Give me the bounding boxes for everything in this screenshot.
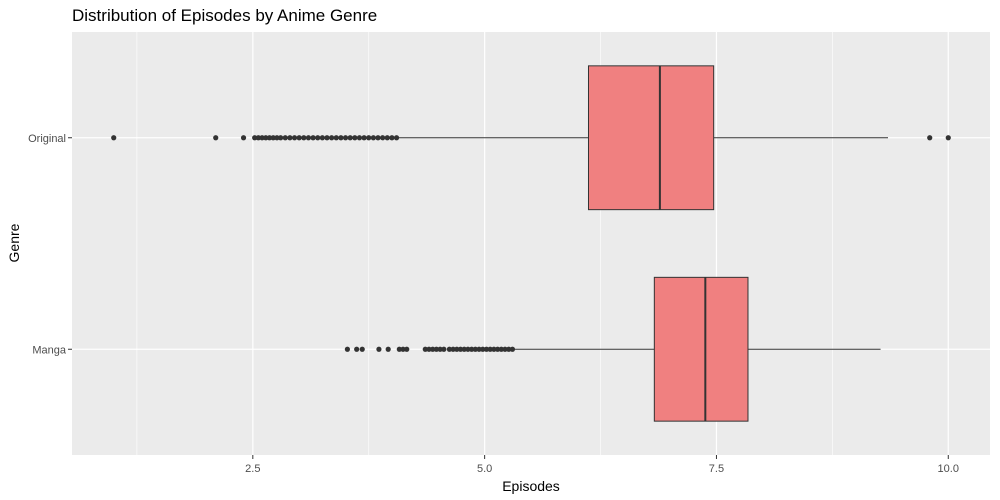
x-tick-label: 5.0 [477,463,492,475]
x-axis-title: Episodes [502,478,560,494]
outlier-point [278,135,284,141]
outlier-point [433,346,440,352]
outlier-point [347,135,353,141]
outlier-point [404,346,410,352]
outlier-point [338,135,344,141]
outlier-point [240,135,247,141]
outlier-point [252,135,258,141]
outlier-point [945,135,951,141]
outlier-point [502,346,508,352]
outlier-point [359,346,365,352]
outlier-point [315,135,321,141]
outlier-point [342,135,349,141]
outlier-point [487,346,493,352]
outlier-point [361,135,367,141]
outlier-point [282,135,288,141]
outlier-point [450,346,456,352]
outlier-point [263,135,269,141]
outlier-point [480,346,486,352]
outlier-point [472,346,478,352]
outlier-point [446,346,452,352]
outlier-point [356,135,363,141]
outlier-point [506,346,512,352]
outlier-point [491,346,497,352]
outlier-point [324,135,330,141]
outlier-point [426,346,432,352]
outlier-point [400,346,406,352]
x-tick-label: 2.5 [245,463,260,475]
outlier-point [291,135,298,141]
outlier-point [927,135,933,141]
outlier-point [370,135,376,141]
outlier-point [476,346,482,352]
outlier-point [333,135,339,141]
outlier-point [441,346,447,352]
outlier-point [266,135,273,141]
outlier-point [454,346,460,352]
outlier-point [375,135,381,141]
outlier-point [457,346,464,352]
plot-panel [72,32,990,455]
outlier-point [465,346,471,352]
outlier-point [305,135,312,141]
box-original [111,65,951,211]
outlier-point [422,346,428,352]
outlier-point [393,135,400,141]
outlier-point [380,135,386,141]
x-tick-label: 7.5 [709,463,724,475]
outlier-point [495,346,501,352]
outlier-point [430,346,436,352]
outlier-point [469,346,475,352]
outlier-point [329,135,335,141]
iqr-box [653,276,749,422]
outlier-point [354,346,360,352]
outlier-point [213,135,219,141]
outlier-point [111,135,117,141]
x-tick-label: 10.0 [938,463,959,475]
y-tick-label: Original [28,133,66,145]
outlier-point [384,135,390,141]
y-axis-title: Genre [6,223,22,262]
outlier-point [498,346,504,352]
outlier-point [274,135,280,141]
outlier-point [385,346,391,352]
box-manga [344,276,881,422]
outlier-point [344,346,350,352]
chart-title: Distribution of Episodes by Anime Genre [72,6,378,25]
outlier-point [437,346,443,352]
outlier-point [366,135,372,141]
outlier-point [270,135,276,141]
iqr-box [587,65,715,211]
outlier-point [396,346,402,352]
outlier-point [259,135,265,141]
outlier-point [296,135,302,141]
outlier-point [319,135,325,141]
y-axis-ticks: Original Manga [28,133,72,356]
outlier-point [376,346,382,352]
outlier-point [389,135,395,141]
x-axis-ticks: 2.5 5.0 7.5 10.0 [245,455,959,475]
outlier-point [509,346,516,352]
outlier-point [483,346,490,352]
outlier-point [301,135,307,141]
box-series [111,65,951,422]
outlier-point [310,135,316,141]
outlier-point [255,135,261,141]
outlier-point [352,135,358,141]
outlier-point [461,346,467,352]
outlier-point [287,135,293,141]
y-tick-label: Manga [32,344,67,356]
